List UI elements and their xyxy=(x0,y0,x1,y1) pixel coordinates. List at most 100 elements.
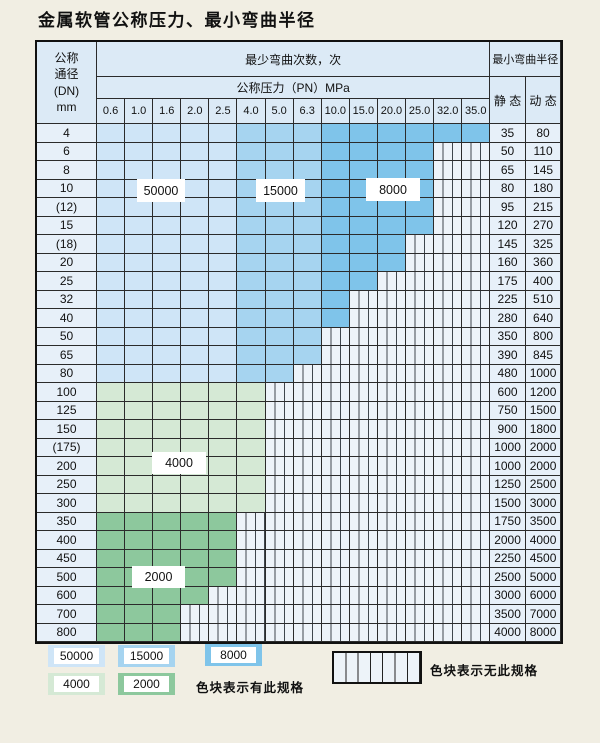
dn-cell: 25 xyxy=(37,272,97,291)
dn-cell: 500 xyxy=(37,568,97,587)
dynamic-value-cell: 360 xyxy=(525,253,562,272)
dynamic-value-cell: 510 xyxy=(525,290,562,309)
nospec-cell xyxy=(349,420,378,439)
legend-swatch-15000: 15000 xyxy=(118,645,175,667)
nospec-cell xyxy=(293,457,322,476)
nospec-cell xyxy=(434,216,463,235)
pressure-cell xyxy=(125,346,154,365)
pressure-cell xyxy=(321,235,350,254)
nospec-cell xyxy=(377,623,407,642)
pressure-cell xyxy=(181,568,210,587)
dynamic-value-cell: 6000 xyxy=(525,586,562,605)
nospec-cell xyxy=(406,364,435,383)
pressure-cell xyxy=(293,309,322,328)
zone-label-2000: 2000 xyxy=(132,566,185,588)
pressure-cell xyxy=(125,438,154,457)
nospec-cell xyxy=(377,512,407,531)
dynamic-value-cell: 4000 xyxy=(525,531,562,550)
dynamic-value-cell: 270 xyxy=(525,216,562,235)
dynamic-value-cell: 80 xyxy=(525,124,562,143)
pressure-tick: 35.0 xyxy=(462,99,491,124)
pressure-cell xyxy=(153,531,182,550)
legend-swatch-label: 4000 xyxy=(54,676,99,692)
nospec-cell xyxy=(434,198,463,217)
pressure-cell xyxy=(293,124,322,143)
nospec-cell xyxy=(349,494,378,513)
nospec-cell xyxy=(349,438,378,457)
pressure-cell xyxy=(321,161,350,180)
pressure-cell xyxy=(293,216,322,235)
nospec-cell xyxy=(237,623,266,642)
pressure-cell xyxy=(97,272,126,291)
dynamic-value-cell: 3000 xyxy=(525,494,562,513)
dynamic-value-cell: 640 xyxy=(525,309,562,328)
nospec-cell xyxy=(265,475,294,494)
nospec-cell xyxy=(293,494,322,513)
pressure-cell xyxy=(153,124,182,143)
dynamic-value-cell: 2000 xyxy=(525,457,562,476)
pressure-cell xyxy=(293,290,322,309)
zone-label-15000: 15000 xyxy=(256,179,305,202)
pressure-tick: 2.0 xyxy=(181,99,210,124)
pressure-cell xyxy=(153,272,182,291)
nospec-cell xyxy=(349,512,378,531)
nospec-cell xyxy=(462,161,491,180)
pressure-cell xyxy=(97,235,126,254)
nospec-cell xyxy=(462,457,491,476)
pressure-tick: 10.0 xyxy=(321,99,350,124)
pressure-cell xyxy=(237,327,266,346)
pressure-cell xyxy=(462,124,491,143)
legend-has-spec-note: 色块表示有此规格 xyxy=(196,681,305,695)
legend: 色块表示无此规格 色块表示有此规格 50000 15000 8000 4000 2000 xyxy=(0,643,600,743)
nospec-cell xyxy=(462,290,491,309)
dynamic-value-cell: 2500 xyxy=(525,475,562,494)
nospec-cell xyxy=(293,586,322,605)
nospec-cell xyxy=(349,309,378,328)
pressure-cell xyxy=(265,235,294,254)
pressure-cell xyxy=(349,124,378,143)
pressure-cell xyxy=(181,253,210,272)
nospec-cell xyxy=(265,457,294,476)
nospec-cell xyxy=(237,512,266,531)
pressure-cell xyxy=(97,512,126,531)
pressure-cell xyxy=(125,235,154,254)
nospec-cell xyxy=(462,623,491,642)
nospec-cell xyxy=(377,327,407,346)
nospec-cell xyxy=(462,512,491,531)
pressure-cell xyxy=(209,253,238,272)
nospec-cell xyxy=(293,401,322,420)
nospec-cell xyxy=(321,401,350,420)
nospec-cell xyxy=(406,549,435,568)
dn-cell: 20 xyxy=(37,253,97,272)
pressure-cell xyxy=(265,309,294,328)
pressure-cell xyxy=(349,142,378,161)
pressure-cell xyxy=(153,605,182,624)
pressure-cell xyxy=(97,364,126,383)
pressure-cell xyxy=(209,531,238,550)
pressure-cell xyxy=(237,290,266,309)
pressure-cell xyxy=(153,327,182,346)
pressure-cell xyxy=(293,346,322,365)
pressure-cell xyxy=(97,623,126,642)
nospec-cell xyxy=(265,568,294,587)
dn-cell: 4 xyxy=(37,124,97,143)
pressure-cell xyxy=(377,142,407,161)
pressure-cell xyxy=(97,605,126,624)
dn-cell: (18) xyxy=(37,235,97,254)
nospec-cell xyxy=(462,272,491,291)
nospec-cell xyxy=(293,605,322,624)
pressure-cell xyxy=(293,235,322,254)
nospec-cell xyxy=(321,457,350,476)
legend-swatch-label: 8000 xyxy=(211,647,256,663)
static-value-cell: 2250 xyxy=(490,549,526,568)
pressure-cell xyxy=(153,309,182,328)
dn-cell: 300 xyxy=(37,494,97,513)
legend-swatch-label: 15000 xyxy=(124,648,169,664)
pressure-cell xyxy=(265,142,294,161)
pressure-cell xyxy=(237,142,266,161)
pressure-cell xyxy=(125,253,154,272)
pressure-cell xyxy=(181,346,210,365)
pressure-tick: 32.0 xyxy=(434,99,463,124)
nospec-cell xyxy=(321,420,350,439)
nospec-cell xyxy=(237,568,266,587)
